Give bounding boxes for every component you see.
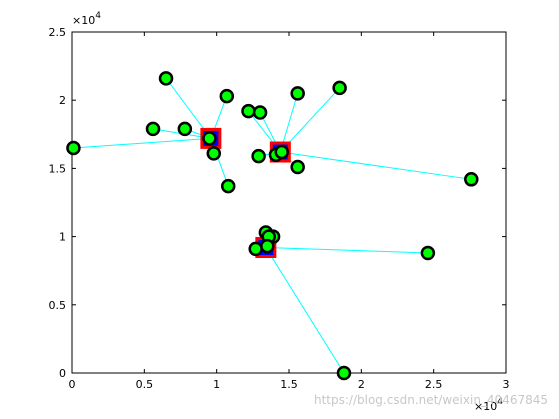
x-tick-label: 3 — [503, 378, 510, 391]
link-line — [265, 247, 428, 254]
data-point — [219, 88, 235, 104]
x-tick-label: 2.5 — [425, 378, 443, 391]
data-point — [145, 121, 161, 137]
y-tick-label: 2 — [59, 94, 66, 107]
plot-area — [71, 31, 507, 374]
data-point — [420, 245, 436, 261]
data-point — [274, 144, 290, 160]
x-tick-label: 2 — [358, 378, 365, 391]
y-exponent-label: ×104 — [72, 11, 101, 27]
data-point — [158, 71, 174, 86]
data-point — [260, 238, 275, 254]
link-line — [265, 247, 345, 374]
data-point — [248, 241, 263, 257]
x-tick-label: 1.5 — [280, 378, 298, 391]
data-point — [177, 121, 193, 137]
data-point — [251, 148, 266, 164]
y-axis-ticks: 0 0.5 1 1.5 2 2.5 — [49, 26, 506, 380]
data-point — [241, 103, 256, 119]
data-point — [290, 86, 305, 101]
data-point — [336, 365, 352, 381]
x-tick-label: 1 — [213, 378, 220, 391]
y-tick-label: 2.5 — [49, 26, 67, 39]
data-point — [252, 105, 268, 120]
axes-box — [71, 31, 507, 374]
data-point — [290, 159, 305, 175]
link-line — [280, 151, 472, 180]
y-tick-label: 1 — [59, 231, 66, 244]
watermark-text: https://blog.csdn.net/weixin_40467845 — [314, 393, 548, 407]
data-point — [220, 178, 236, 194]
x-tick-label: 0.5 — [136, 378, 154, 391]
data-point — [464, 172, 479, 187]
data-point — [202, 131, 217, 146]
x-axis-ticks: 0 0.5 1 1.5 2 2.5 3 — [69, 32, 510, 391]
y-tick-label: 0 — [59, 367, 66, 380]
x-exponent-label: ×104 — [474, 397, 503, 413]
data-point — [206, 146, 222, 161]
link-line — [73, 137, 211, 149]
data-point — [66, 140, 81, 156]
x-exponent-power: 4 — [497, 397, 503, 407]
x-tick-label: 0 — [69, 378, 76, 391]
data-point — [332, 80, 347, 96]
data-points — [66, 71, 479, 381]
y-exponent-power: 4 — [95, 11, 101, 21]
link-line — [279, 87, 341, 153]
y-tick-label: 0.5 — [49, 299, 67, 312]
y-tick-label: 1.5 — [49, 162, 67, 175]
